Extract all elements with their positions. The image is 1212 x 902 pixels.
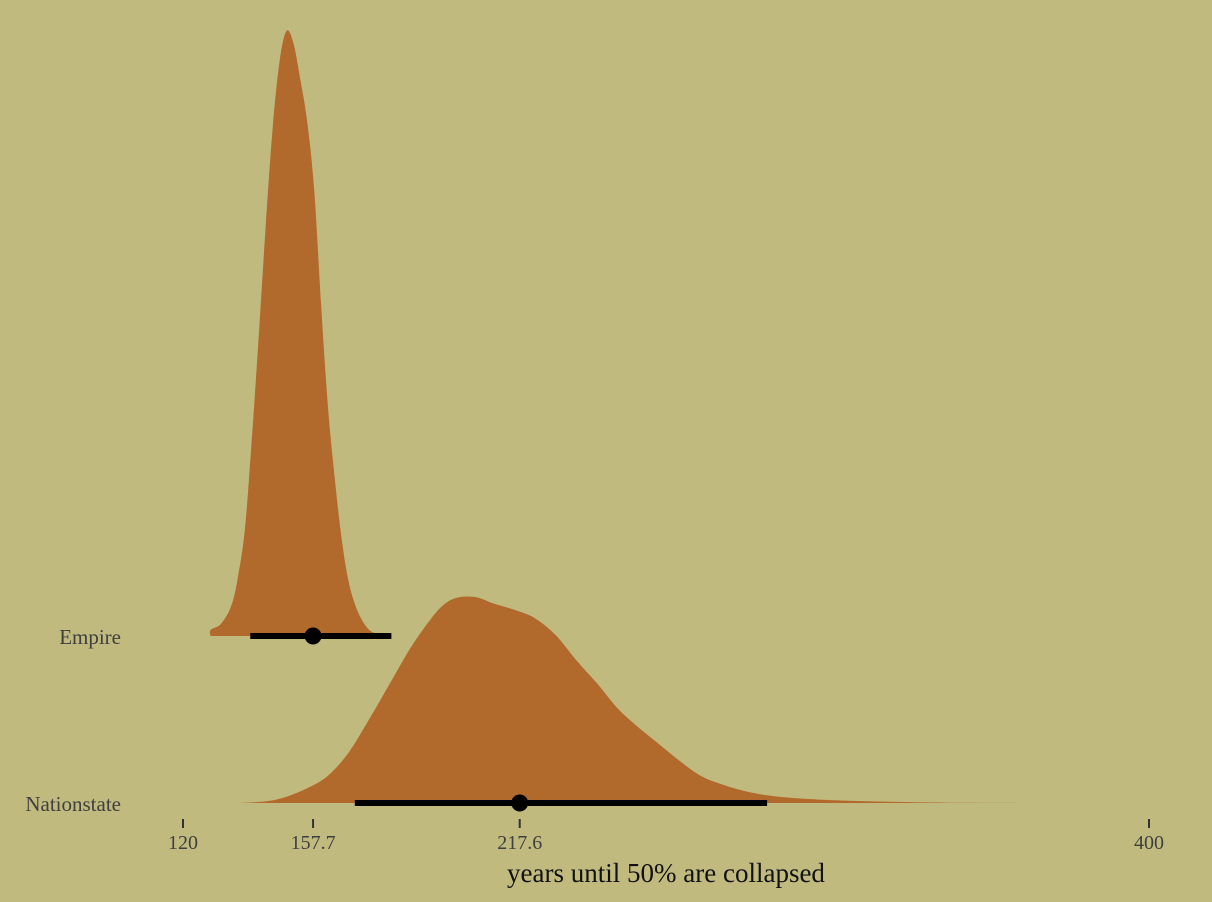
x-tick-label: 120 [168,832,198,854]
x-tick-label: 217.6 [497,832,542,854]
point-empire [304,627,322,645]
density-empire [209,30,390,636]
category-labels: Empire Nationstate [25,625,121,816]
interval-layer [250,627,768,812]
point-nationstate [511,794,529,812]
density-layer [209,30,1025,803]
x-axis: 120 157.7 217.6 400 [168,819,1164,854]
x-tick-label: 157.7 [291,832,336,854]
category-label-nationstate: Nationstate [25,792,121,816]
density-nationstate [238,596,1025,803]
category-label-empire: Empire [59,625,121,649]
x-axis-title: years until 50% are collapsed [507,858,825,888]
x-tick-label: 400 [1134,832,1164,854]
